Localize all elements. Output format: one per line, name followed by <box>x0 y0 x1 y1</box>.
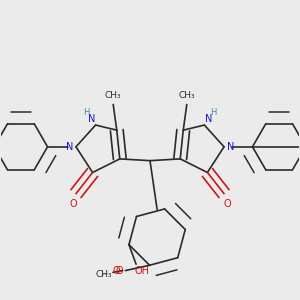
Text: N: N <box>88 114 95 124</box>
Text: OH: OH <box>135 266 150 276</box>
Text: H: H <box>83 109 90 118</box>
Text: CH₃: CH₃ <box>96 270 112 279</box>
Text: O: O <box>116 266 124 276</box>
Text: N: N <box>227 142 234 152</box>
Text: N: N <box>205 114 212 124</box>
Text: H: H <box>210 109 217 118</box>
Text: O: O <box>69 199 77 208</box>
Text: O: O <box>223 199 231 208</box>
Text: CH₃: CH₃ <box>105 91 122 100</box>
Text: O: O <box>113 266 120 276</box>
Text: methoxy: methoxy <box>103 274 109 275</box>
Text: N: N <box>66 142 73 152</box>
Text: CH₃: CH₃ <box>178 91 195 100</box>
